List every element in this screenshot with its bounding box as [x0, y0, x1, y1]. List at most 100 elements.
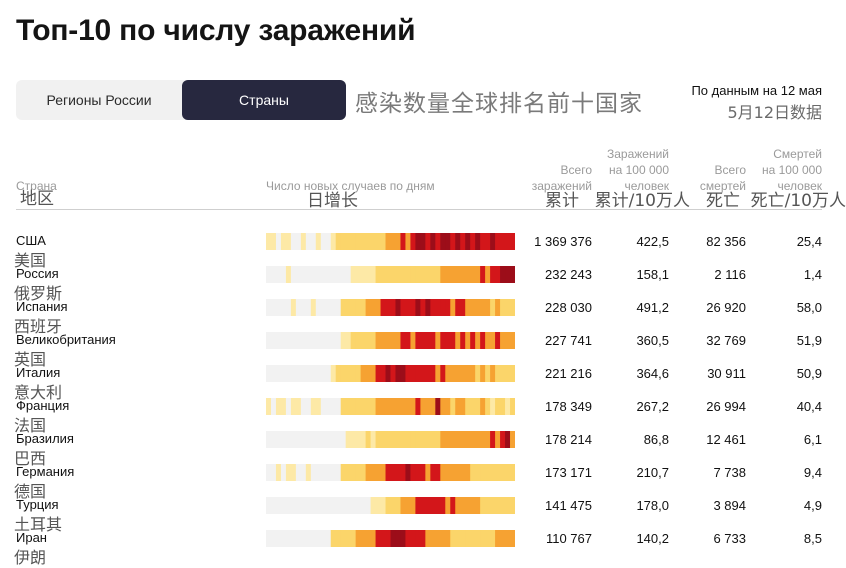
day-cell	[330, 464, 337, 481]
day-cell	[285, 365, 292, 382]
day-cell	[445, 497, 451, 514]
day-cell	[360, 398, 367, 415]
day-cell	[340, 398, 347, 415]
day-cell	[460, 233, 466, 250]
day-cell	[390, 398, 397, 415]
header-divider	[16, 209, 822, 210]
table-row: Россия 俄罗斯 232 243 158,1 2 116 1,4	[0, 266, 846, 303]
day-cell	[310, 530, 317, 547]
tab-countries[interactable]: Страны	[182, 80, 346, 120]
day-cell	[330, 530, 337, 547]
day-cell	[266, 233, 272, 250]
day-cell	[295, 530, 302, 547]
day-cell	[415, 530, 421, 547]
day-cell	[470, 464, 476, 481]
day-cell	[380, 464, 387, 481]
day-cell	[305, 530, 312, 547]
country-name: США	[16, 233, 46, 248]
day-cell	[280, 464, 287, 481]
day-cell	[495, 431, 501, 448]
header-deaths100k: Смертей на 100 000 человек	[761, 147, 822, 193]
day-cell	[450, 299, 456, 316]
day-cell	[325, 365, 332, 382]
day-cell	[360, 332, 367, 349]
day-cell	[340, 332, 347, 349]
day-cell	[280, 398, 287, 415]
day-cell	[470, 332, 476, 349]
day-cell	[450, 497, 456, 514]
day-cell	[510, 398, 515, 415]
day-cell	[335, 299, 342, 316]
day-cell	[420, 464, 426, 481]
day-cell	[490, 497, 496, 514]
day-cell	[330, 233, 337, 250]
day-cell	[270, 464, 277, 481]
day-cell	[345, 398, 352, 415]
total-cases: 173 171	[545, 465, 592, 480]
day-cell	[340, 266, 347, 283]
day-cell	[460, 398, 466, 415]
day-cell	[375, 431, 382, 448]
day-cell	[266, 398, 272, 415]
day-cell	[405, 233, 412, 250]
day-cell	[455, 365, 461, 382]
day-cell	[300, 530, 307, 547]
day-cell	[280, 365, 287, 382]
day-cell	[500, 464, 506, 481]
day-cell	[350, 398, 357, 415]
day-cell	[470, 398, 476, 415]
day-cell	[440, 530, 446, 547]
day-cell	[315, 332, 322, 349]
day-cell	[480, 497, 486, 514]
day-cell	[440, 431, 446, 448]
day-cell	[270, 530, 277, 547]
day-cell	[415, 431, 421, 448]
day-cell	[445, 365, 451, 382]
day-cell	[505, 431, 511, 448]
day-cell	[295, 497, 302, 514]
day-cell	[395, 431, 402, 448]
day-cell	[320, 332, 327, 349]
day-cell	[475, 530, 481, 547]
day-cell	[365, 530, 372, 547]
day-cell	[430, 398, 436, 415]
day-cell	[505, 299, 511, 316]
day-cell	[340, 233, 347, 250]
day-cell	[290, 497, 297, 514]
day-cell	[300, 299, 307, 316]
day-cell	[445, 266, 451, 283]
day-cell	[480, 299, 486, 316]
day-cell	[290, 464, 297, 481]
day-cell	[435, 233, 441, 250]
day-cell	[390, 464, 397, 481]
day-cell	[435, 266, 441, 283]
day-cell	[440, 233, 446, 250]
source-date-cn: 5月12日数据	[727, 103, 822, 122]
day-cell	[465, 233, 471, 250]
day-cell	[285, 299, 292, 316]
total-cases: 178 214	[545, 432, 592, 447]
day-cell	[450, 266, 456, 283]
day-cell	[305, 497, 312, 514]
day-cell	[420, 398, 426, 415]
daily-cases-strip	[266, 233, 515, 250]
day-cell	[310, 497, 317, 514]
day-cell	[495, 332, 501, 349]
day-cell	[295, 464, 302, 481]
total-cases: 110 767	[545, 531, 592, 546]
day-cell	[395, 299, 402, 316]
day-cell	[500, 497, 506, 514]
day-cell	[415, 233, 421, 250]
day-cell	[510, 464, 515, 481]
day-cell	[380, 530, 387, 547]
day-cell	[290, 332, 297, 349]
tab-russian-regions[interactable]: Регионы России	[46, 92, 152, 108]
day-cell	[455, 464, 461, 481]
daily-cases-strip	[266, 398, 515, 415]
day-cell	[400, 464, 407, 481]
day-cell	[430, 266, 436, 283]
day-cell	[340, 365, 347, 382]
day-cell	[375, 398, 382, 415]
day-cell	[320, 299, 327, 316]
day-cell	[290, 530, 297, 547]
